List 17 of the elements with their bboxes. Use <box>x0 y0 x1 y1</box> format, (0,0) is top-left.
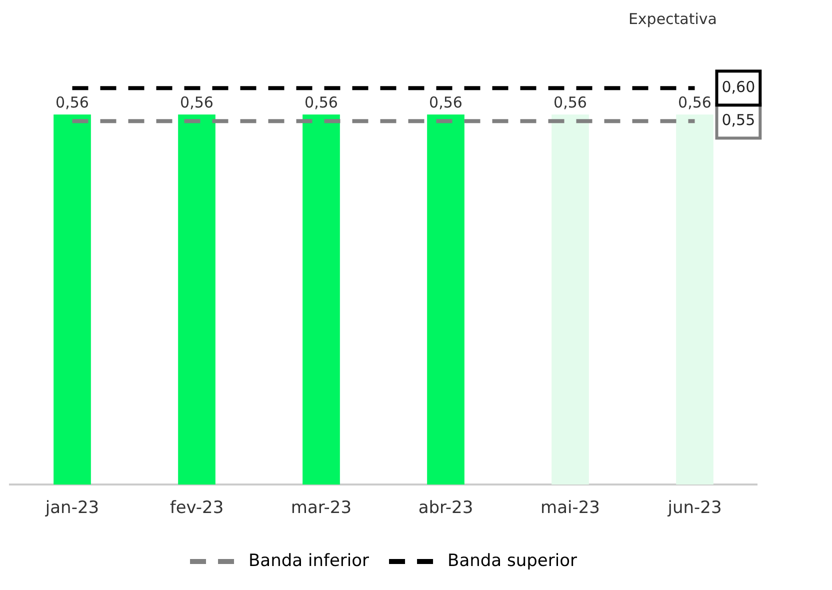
data-label: 0,56 <box>56 93 89 112</box>
x-tick-label: jan-23 <box>44 498 100 518</box>
x-tick-label: fev-23 <box>170 498 224 518</box>
data-label: 0,56 <box>678 93 712 112</box>
data-label: 0,56 <box>554 93 587 112</box>
data-label: 0,56 <box>304 93 338 112</box>
data-label: 0,55 <box>722 111 756 130</box>
x-tick-label: mai-23 <box>540 498 600 518</box>
data-label: 0,56 <box>180 93 214 112</box>
x-tick-label: mar-23 <box>290 498 352 518</box>
text: Expectativa <box>628 10 717 28</box>
x-tick-label: jun-23 <box>666 498 722 518</box>
data-label: 0,60 <box>722 78 756 96</box>
legend-label: Banda inferior <box>248 550 370 571</box>
x-tick-label: abr-23 <box>418 498 474 518</box>
legend-label: Banda superior <box>448 550 577 571</box>
data-label: 0,56 <box>429 93 462 112</box>
